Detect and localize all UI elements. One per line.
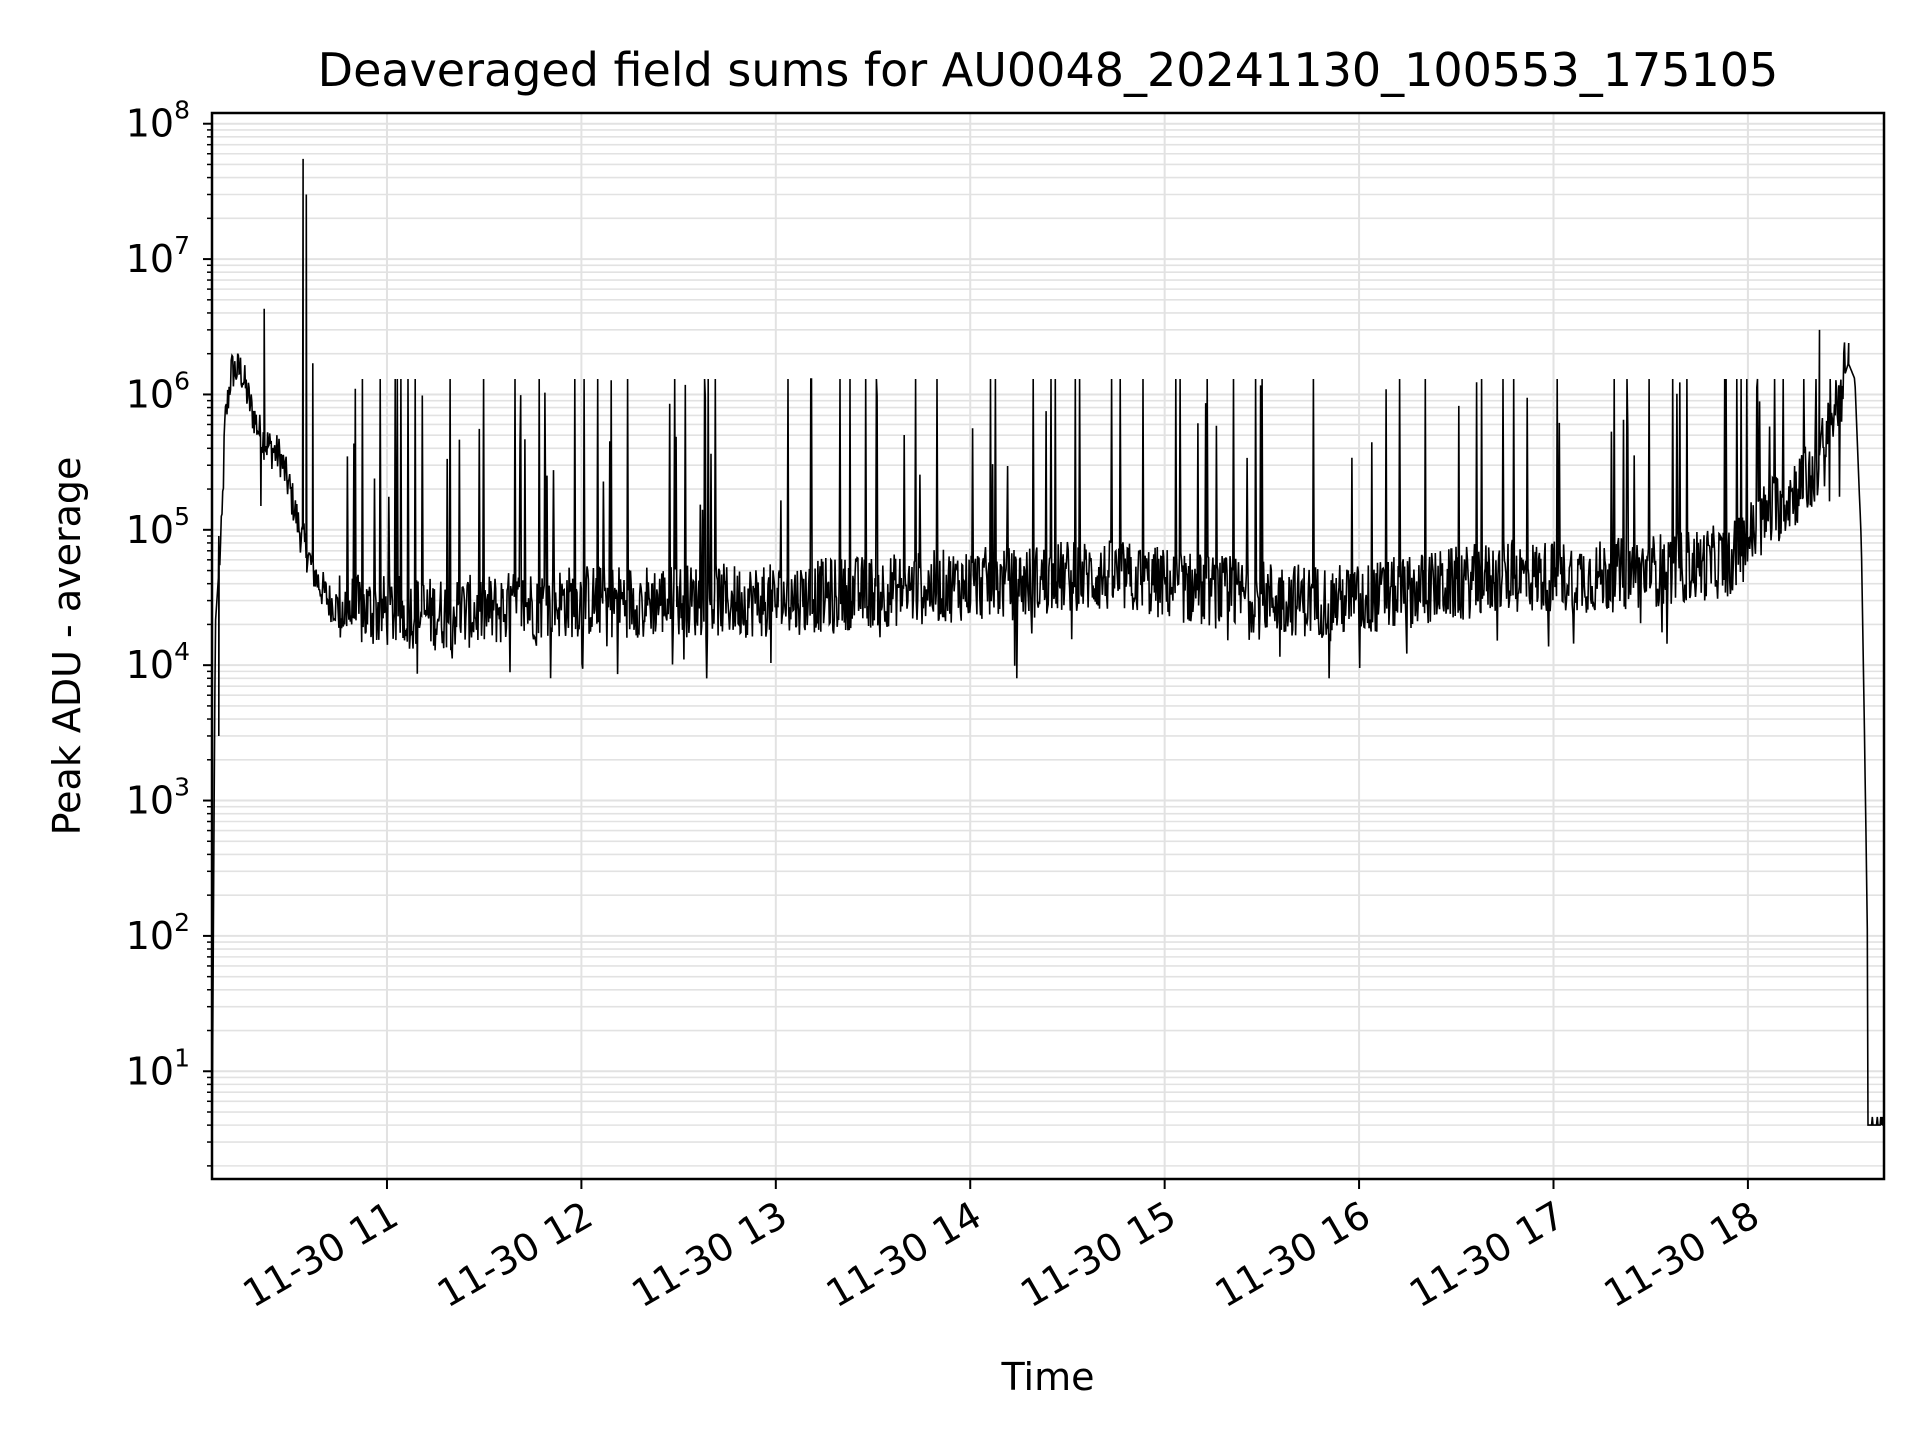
y-axis-label: Peak ADU - average <box>45 457 89 836</box>
y-tick-label-base: 10 <box>126 372 174 416</box>
y-tick-label: 106 <box>126 366 190 416</box>
x-axis-label: Time <box>1001 1355 1095 1399</box>
y-tick-label: 102 <box>126 908 190 958</box>
y-tick-label-exponent: 7 <box>174 231 190 260</box>
y-tick-label-base: 10 <box>126 1049 174 1093</box>
y-tick-label-exponent: 5 <box>174 502 190 531</box>
axes-frame <box>210 111 1886 1181</box>
plot-area <box>211 158 1884 1166</box>
y-tick-label: 108 <box>126 96 190 146</box>
y-tick-label: 101 <box>126 1043 190 1093</box>
y-tick-label-base: 10 <box>126 779 174 823</box>
y-tick-label-exponent: 3 <box>174 773 190 802</box>
grid-lines <box>212 113 1884 1179</box>
y-tick-label-base: 10 <box>126 508 174 552</box>
y-tick-label: 103 <box>126 773 190 823</box>
y-tick-label-exponent: 1 <box>174 1043 190 1072</box>
y-tick-label-base: 10 <box>126 237 174 281</box>
y-tick-label-exponent: 6 <box>174 366 190 395</box>
y-tick-label-base: 10 <box>126 102 174 146</box>
y-tick-label-base: 10 <box>126 643 174 687</box>
y-tick-label-exponent: 4 <box>174 637 190 666</box>
y-tick-label-exponent: 2 <box>174 908 190 937</box>
series-line <box>211 158 1884 1166</box>
y-tick-label: 107 <box>126 231 190 281</box>
y-tick-label-exponent: 8 <box>174 96 190 125</box>
y-tick-label: 105 <box>126 502 190 552</box>
y-tick-label-base: 10 <box>126 914 174 958</box>
chart-title: Deaveraged field sums for AU0048_2024113… <box>318 43 1779 97</box>
y-tick-label: 104 <box>126 637 190 687</box>
